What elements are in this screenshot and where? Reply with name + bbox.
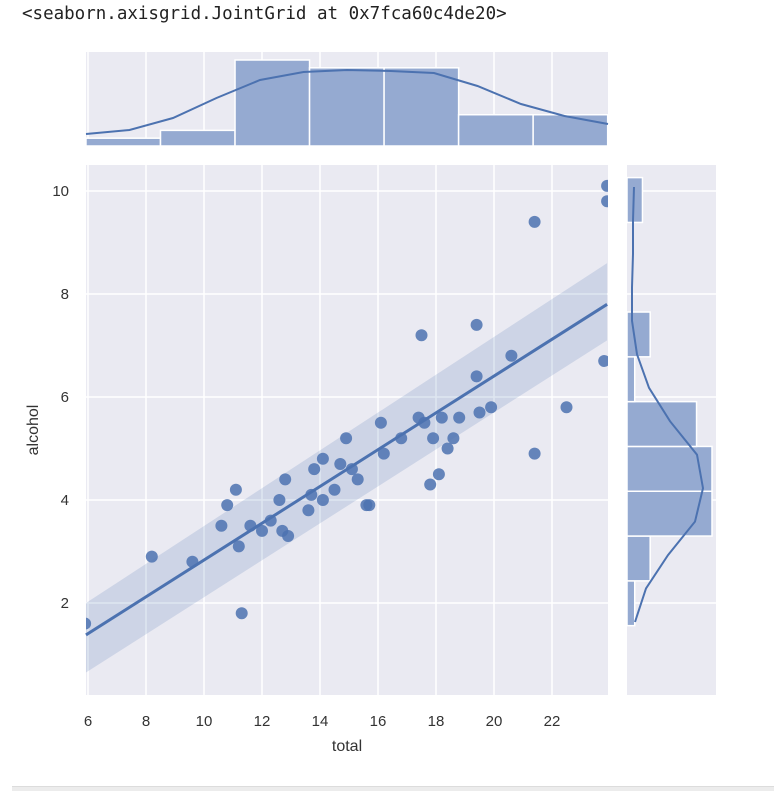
data-point (282, 530, 295, 543)
data-point (308, 463, 321, 476)
y-tick-label: 2 (61, 595, 69, 612)
data-point (264, 514, 277, 527)
data-point (598, 354, 608, 367)
x-tick-label: 18 (428, 713, 445, 730)
output-repr-text: <seaborn.axisgrid.JointGrid at 0x7fca60c… (22, 4, 507, 24)
data-point (316, 494, 329, 506)
marginal-y-kde-curve (631, 186, 705, 623)
data-point (351, 473, 364, 486)
data-point (415, 329, 428, 342)
data-point (528, 447, 541, 460)
data-point (305, 488, 318, 501)
histogram-bar (383, 67, 460, 147)
cell-divider (12, 786, 774, 791)
data-point (601, 195, 608, 208)
scatter-points (86, 179, 608, 630)
joint-axes (85, 165, 608, 695)
histogram-bar (85, 137, 162, 147)
marginal-x-kde-curve (85, 68, 609, 135)
data-point (528, 215, 541, 228)
data-point (374, 416, 387, 429)
y-tick-label: 4 (61, 492, 69, 509)
data-point (145, 550, 158, 563)
y-tick-label: 8 (61, 286, 69, 303)
data-point (470, 318, 483, 331)
data-point (302, 504, 315, 517)
data-point (232, 540, 245, 553)
data-point (435, 411, 448, 424)
histogram-bar (457, 113, 534, 147)
histogram-bar (626, 311, 651, 358)
histogram-bar (626, 445, 713, 492)
data-point (427, 432, 440, 445)
histogram-bar (626, 490, 713, 537)
joint-background (86, 165, 608, 695)
data-point (256, 524, 268, 537)
x-tick-label: 10 (196, 713, 213, 730)
x-tick-label: 16 (370, 713, 387, 730)
x-axis-label: total (332, 738, 362, 755)
histogram-bar (532, 113, 609, 147)
data-point (441, 442, 454, 455)
data-point (221, 499, 234, 512)
data-point (345, 463, 358, 476)
x-tick-label: 12 (254, 713, 271, 730)
y-tick-label: 10 (52, 183, 69, 200)
x-tick-label: 14 (312, 713, 329, 730)
data-point (215, 519, 228, 532)
data-point (432, 468, 445, 481)
data-point (601, 179, 608, 192)
data-point (473, 406, 486, 419)
data-point (244, 519, 257, 532)
histogram-bar (159, 129, 236, 147)
data-point (334, 457, 347, 470)
data-point (560, 401, 573, 414)
x-tick-labels: 6 8 10 12 14 16 18 20 22 (84, 713, 561, 730)
marginal-x-histogram (85, 59, 609, 147)
x-tick-label: 6 (84, 713, 92, 730)
histogram-bar (626, 580, 636, 627)
histogram-bar (234, 59, 311, 147)
data-point (229, 483, 242, 496)
data-point (86, 617, 92, 630)
histogram-bar (626, 356, 636, 403)
joint-gridlines (86, 165, 608, 695)
data-point (328, 483, 341, 496)
marginal-x-axes (85, 52, 609, 147)
x-tick-label: 8 (142, 713, 150, 730)
data-point (186, 555, 199, 568)
data-point (316, 452, 329, 465)
y-tick-labels: 2 4 6 8 10 (52, 183, 69, 612)
x-tick-label: 20 (486, 713, 503, 730)
data-point (340, 432, 353, 445)
data-point (447, 432, 460, 445)
data-point (273, 494, 286, 506)
data-point (418, 416, 431, 429)
histogram-bar (626, 535, 651, 582)
y-tick-label: 6 (61, 389, 69, 406)
marginal-y-axes (626, 165, 716, 695)
data-point (395, 432, 408, 445)
data-point (235, 607, 248, 620)
data-point (505, 349, 518, 362)
data-point (485, 401, 498, 414)
data-point (453, 411, 466, 424)
histogram-bar (308, 67, 385, 147)
y-axis-label: alcohol (25, 405, 42, 456)
data-point (470, 370, 483, 383)
data-point (377, 447, 390, 460)
data-point (363, 499, 376, 512)
data-point (424, 478, 437, 491)
histogram-bar (626, 176, 644, 224)
data-point (279, 473, 292, 486)
x-tick-label: 22 (544, 713, 561, 730)
